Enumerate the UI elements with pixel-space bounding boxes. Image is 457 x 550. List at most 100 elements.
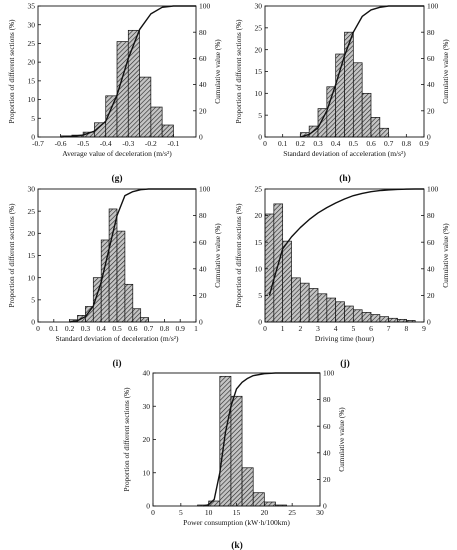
histogram-bar: [116, 230, 126, 323]
x-tick-label: 0.8: [160, 324, 170, 333]
x-tick-label: 0.4: [331, 139, 341, 148]
x-tick-label: 0.7: [144, 324, 154, 333]
histogram-bar: [326, 86, 337, 138]
y2-tick-label: 60: [323, 422, 331, 431]
histogram-bar: [335, 301, 345, 323]
y2-tick-label: 60: [427, 238, 435, 247]
y-tick-label: 20: [255, 211, 263, 220]
x-tick-label: 0.2: [65, 324, 75, 333]
x-tick-label: 5: [179, 508, 183, 517]
y2-tick-label: 20: [199, 291, 207, 300]
x-tick-label: 20: [261, 508, 269, 517]
histogram-bar: [263, 501, 276, 507]
histogram-bar: [308, 288, 319, 323]
y-axis-label: Proportion of different sections (%): [7, 203, 16, 308]
histogram-bar: [252, 492, 265, 507]
cumulative-curve: [60, 5, 196, 138]
x-tick-label: 3: [316, 324, 320, 333]
y-tick-label: 15: [28, 76, 36, 85]
histogram-bar: [161, 124, 174, 138]
plot-frame: [37, 5, 197, 138]
y2-tick-label: 20: [427, 291, 435, 300]
histogram-bar: [230, 395, 243, 507]
x-tick-label: -0.1: [167, 139, 179, 148]
y-tick-label: 35: [28, 2, 36, 11]
x-tick-label: 0.5: [349, 139, 359, 148]
y-tick-label: 5: [258, 111, 262, 120]
x-tick-label: 0.7: [384, 139, 394, 148]
cumulative-curve: [300, 5, 424, 138]
x-tick-label: 15: [233, 508, 241, 517]
x-tick-label: 0.8: [402, 139, 412, 148]
x-tick-label: 4: [334, 324, 338, 333]
histogram-bar: [132, 308, 142, 323]
y-tick-label: 0: [258, 318, 262, 327]
histogram-bar: [317, 293, 328, 323]
y2-tick-label: 40: [427, 264, 435, 273]
x-tick-label: 1: [281, 324, 285, 333]
y2-tick-label: 60: [199, 238, 207, 247]
y2-tick-label: 0: [199, 318, 203, 327]
x-tick-label: 30: [316, 508, 324, 517]
y-tick-label: 25: [255, 185, 263, 194]
y-tick-label: 10: [255, 89, 263, 98]
y2-axis-label: Cumulative value (%): [441, 223, 450, 288]
x-tick-label: 7: [387, 324, 391, 333]
y2-tick-label: 80: [199, 211, 207, 220]
y-axis-label: Proportion of different sections (%): [122, 387, 131, 492]
histogram-bar: [352, 62, 363, 138]
y-tick-label: 0: [31, 318, 35, 327]
histogram-bar: [241, 467, 254, 507]
y2-tick-label: 0: [199, 133, 203, 142]
y-tick-label: 15: [255, 67, 263, 76]
x-tick-label: 2: [298, 324, 302, 333]
y2-tick-label: 100: [323, 369, 335, 378]
x-axis-label: Driving time (hour): [315, 334, 375, 343]
histogram-bar: [291, 277, 301, 323]
histogram-bar: [352, 309, 363, 323]
x-tick-label: 0.3: [313, 139, 323, 148]
x-tick-label: 0.6: [366, 139, 376, 148]
y2-tick-label: 100: [199, 2, 211, 11]
y-tick-label: 10: [255, 264, 263, 273]
y2-tick-label: 40: [427, 80, 435, 89]
x-tick-label: 0: [151, 508, 155, 517]
x-tick-label: -0.3: [122, 139, 134, 148]
y-tick-label: 25: [255, 23, 263, 32]
y2-tick-label: 80: [199, 28, 207, 37]
histogram-bar: [299, 282, 310, 323]
y-tick-label: 5: [31, 114, 35, 123]
panel-letter: (j): [340, 358, 350, 369]
y-tick-label: 20: [143, 435, 151, 444]
cumulative-curve: [202, 372, 320, 507]
x-tick-label: 5: [351, 324, 355, 333]
y2-axis-label: Cumulative value (%): [337, 407, 346, 472]
panel-letter: (k): [231, 540, 243, 550]
y-tick-label: 40: [143, 369, 151, 378]
histogram-bar: [124, 283, 134, 323]
y2-tick-label: 0: [323, 502, 327, 511]
y2-tick-label: 0: [427, 318, 431, 327]
y2-tick-label: 40: [199, 264, 207, 273]
y2-tick-label: 60: [427, 54, 435, 63]
x-tick-label: -0.2: [145, 139, 157, 148]
x-tick-label: 0: [263, 324, 267, 333]
y-tick-label: 30: [143, 402, 151, 411]
histogram-bar: [326, 297, 337, 323]
y-tick-label: 5: [31, 295, 35, 304]
histogram-bar: [379, 127, 390, 138]
x-tick-label: 6: [369, 324, 373, 333]
y-axis-label: Proportion of different sections (%): [7, 19, 16, 124]
y-tick-label: 20: [28, 58, 36, 67]
y2-axis-label: Cumulative value (%): [441, 39, 450, 104]
y2-tick-label: 60: [199, 54, 207, 63]
y-tick-label: 0: [31, 133, 35, 142]
y2-tick-label: 80: [427, 211, 435, 220]
histogram-bar: [282, 240, 292, 323]
x-tick-label: 0.3: [81, 324, 91, 333]
histogram-bar: [139, 76, 152, 138]
y2-tick-label: 20: [199, 106, 207, 115]
histogram-bar: [335, 53, 345, 138]
x-tick-label: 0.1: [278, 139, 288, 148]
panel-letter: (g): [111, 173, 122, 184]
